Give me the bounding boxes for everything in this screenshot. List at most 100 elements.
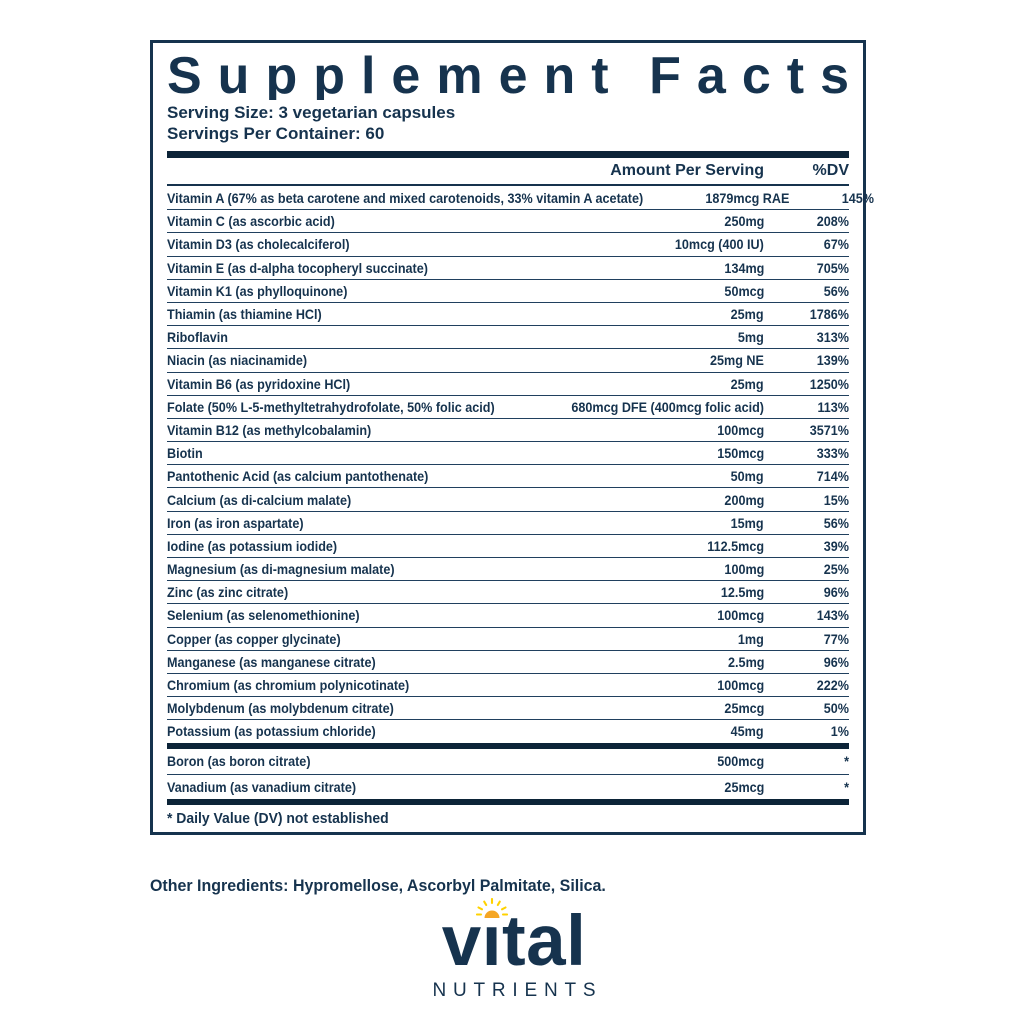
divider-bar-bottom [167, 798, 849, 805]
nutrient-dv: 56% [823, 514, 849, 531]
nutrient-name: Boron (as boron citrate) [167, 753, 311, 769]
nutrient-amount: 100mcg [717, 677, 764, 694]
panel-title-word-2: Facts [649, 48, 849, 100]
nutrient-dv: * [844, 778, 849, 795]
brand-logo: vı tal NUTRIENTS [0, 898, 1028, 1001]
nutrient-name: Manganese (as manganese citrate) [167, 653, 376, 670]
nutrient-row: Folate (50% L-5-methyltetrahydrofolate, … [167, 394, 849, 418]
nutrient-row: Niacin (as niacinamide) 25mg NE 139% [167, 348, 849, 371]
nutrient-amount: 150mcg [717, 445, 764, 462]
nutrient-row: Pantothenic Acid (as calcium pantothenat… [167, 464, 849, 487]
nutrient-dv: 313% [816, 329, 849, 346]
nutrient-name: Potassium (as potassium chloride) [167, 723, 376, 740]
nutrient-dv: 705% [816, 259, 849, 276]
nutrient-dv: 96% [823, 653, 849, 670]
nutrient-amount: 25mg [731, 375, 764, 392]
nutrient-dv: 1250% [809, 375, 849, 392]
brand-logo-part2: tal [501, 902, 587, 981]
panel-title-word-1: Supplement [167, 48, 625, 100]
nutrient-dv: 77% [823, 630, 849, 647]
nutrient-row: Potassium (as potassium chloride) 45mg 1… [167, 719, 849, 742]
nutrient-name: Biotin [167, 445, 203, 462]
nutrient-row: Vitamin D3 (as cholecalciferol) 10mcg (4… [167, 232, 849, 255]
column-header-dv: %DV [812, 162, 849, 179]
nutrient-dv: 145% [842, 189, 875, 206]
nutrient-amount: 1mg [738, 630, 764, 647]
nutrient-row: Vitamin B6 (as pyridoxine HCl) 25mg 1250… [167, 371, 849, 395]
nutrient-dv: 15% [823, 491, 849, 508]
nutrient-name: Vanadium (as vanadium citrate) [167, 778, 357, 795]
nutrient-amount: 50mcg [724, 282, 764, 299]
nutrient-row: Chromium (as chromium polynicotinate) 10… [167, 672, 849, 696]
serving-size-text: Serving Size: 3 vegetarian capsules [167, 103, 456, 122]
nutrient-name: Chromium (as chromium polynicotinate) [167, 677, 410, 694]
nutrient-name: Vitamin A (67% as beta carotene and mixe… [167, 189, 644, 206]
nutrient-amount: 1879mcg RAE [705, 189, 790, 206]
nutrient-row: Vitamin K1 (as phylloquinone) 50mcg 56% [167, 278, 849, 302]
brand-logo-subtext: NUTRIENTS [432, 980, 603, 1001]
column-header-amount: Amount Per Serving [610, 162, 764, 179]
nutrient-name: Vitamin C (as ascorbic acid) [167, 213, 335, 230]
nutrient-dv: 333% [816, 445, 849, 462]
nutrient-dv: 1786% [809, 306, 849, 323]
nutrient-dv: 56% [823, 282, 849, 299]
nutrient-dv: 39% [823, 537, 849, 554]
nutrient-row: Riboflavin 5mg 313% [167, 325, 849, 348]
nutrient-dv: 139% [816, 352, 849, 369]
supplement-facts-panel: Supplement Facts Serving Size: 3 vegetar… [150, 40, 874, 835]
panel-title: Supplement Facts [167, 48, 849, 100]
nutrient-name: Calcium (as di-calcium malate) [167, 491, 352, 508]
nutrient-name: Niacin (as niacinamide) [167, 352, 308, 369]
nutrient-name: Iron (as iron aspartate) [167, 514, 304, 531]
nutrient-row: Magnesium (as di-magnesium malate) 100mg… [167, 557, 849, 580]
nutrient-amount: 134mg [724, 259, 764, 276]
nutrient-amount: 112.5mcg [707, 537, 764, 554]
nutrient-row: Vitamin C (as ascorbic acid) 250mg 208% [167, 209, 849, 232]
nutrient-row: Iodine (as potassium iodide) 112.5mcg 39… [167, 533, 849, 557]
nutrient-name: Vitamin B12 (as methylcobalamin) [167, 421, 372, 438]
nutrient-row: Vitamin B12 (as methylcobalamin) 100mcg … [167, 417, 849, 441]
nutrient-amount: 250mg [724, 213, 764, 230]
nutrient-name: Thiamin (as thiamine HCl) [167, 306, 322, 323]
nutrient-dv: * [844, 753, 849, 769]
nutrient-amount: 100mcg [717, 421, 764, 438]
nutrient-dv: 113% [817, 398, 849, 415]
nutrient-amount: 5mg [738, 329, 764, 346]
nutrient-name: Copper (as copper glycinate) [167, 630, 341, 647]
other-ingredients-text: Other Ingredients: Hypromellose, Ascorby… [150, 876, 606, 895]
nutrient-dv: 143% [816, 607, 849, 624]
brand-logo-wordmark: vı tal [442, 898, 587, 977]
nutrient-name: Iodine (as potassium iodide) [167, 537, 338, 554]
daily-value-footnote: * Daily Value (DV) not established [167, 809, 389, 827]
nutrient-amount: 25mg [731, 306, 764, 323]
nutrient-name: Folate (50% L-5-methyltetrahydrofolate, … [167, 398, 495, 415]
brand-logo-part1: v [441, 902, 482, 981]
nutrient-name: Pantothenic Acid (as calcium pantothenat… [167, 468, 429, 485]
nutrient-name: Vitamin D3 (as cholecalciferol) [167, 236, 350, 253]
nutrient-dv: 50% [823, 700, 849, 717]
nutrient-amount: 12.5mg [720, 584, 764, 601]
nutrient-row: Manganese (as manganese citrate) 2.5mg 9… [167, 649, 849, 673]
nutrient-row: Biotin 150mcg 333% [167, 441, 849, 464]
table-header-row: Amount Per Serving %DV [167, 158, 849, 186]
nutrient-row: Iron (as iron aspartate) 15mg 56% [167, 510, 849, 534]
nutrient-dv: 222% [816, 677, 849, 694]
nutrient-name: Vitamin B6 (as pyridoxine HCl) [167, 375, 351, 392]
nutrient-name: Riboflavin [167, 329, 228, 346]
nutrient-row: Zinc (as zinc citrate) 12.5mg 96% [167, 580, 849, 603]
nutrient-amount: 10mcg (400 IU) [675, 236, 764, 253]
nutrient-dv: 96% [823, 584, 849, 601]
nutrient-amount: 25mg NE [710, 352, 764, 369]
nutrient-row: Vanadium (as vanadium citrate) 25mcg * [167, 773, 849, 799]
nutrient-amount: 680mcg DFE (400mcg folic acid) [571, 398, 764, 415]
nutrient-row: Selenium (as selenomethionine) 100mcg 14… [167, 603, 849, 626]
nutrient-dv: 208% [816, 213, 849, 230]
nutrient-name: Vitamin K1 (as phylloquinone) [167, 282, 348, 299]
servings-per-container-text: Servings Per Container: 60 [167, 124, 385, 143]
nutrient-dv: 3571% [809, 421, 849, 438]
nutrient-amount: 500mcg [717, 753, 764, 769]
nutrient-amount: 25mcg [724, 700, 764, 717]
nutrient-row: Calcium (as di-calcium malate) 200mg 15% [167, 487, 849, 510]
nutrient-amount: 50mg [731, 468, 764, 485]
nutrient-dv: 1% [830, 723, 849, 740]
